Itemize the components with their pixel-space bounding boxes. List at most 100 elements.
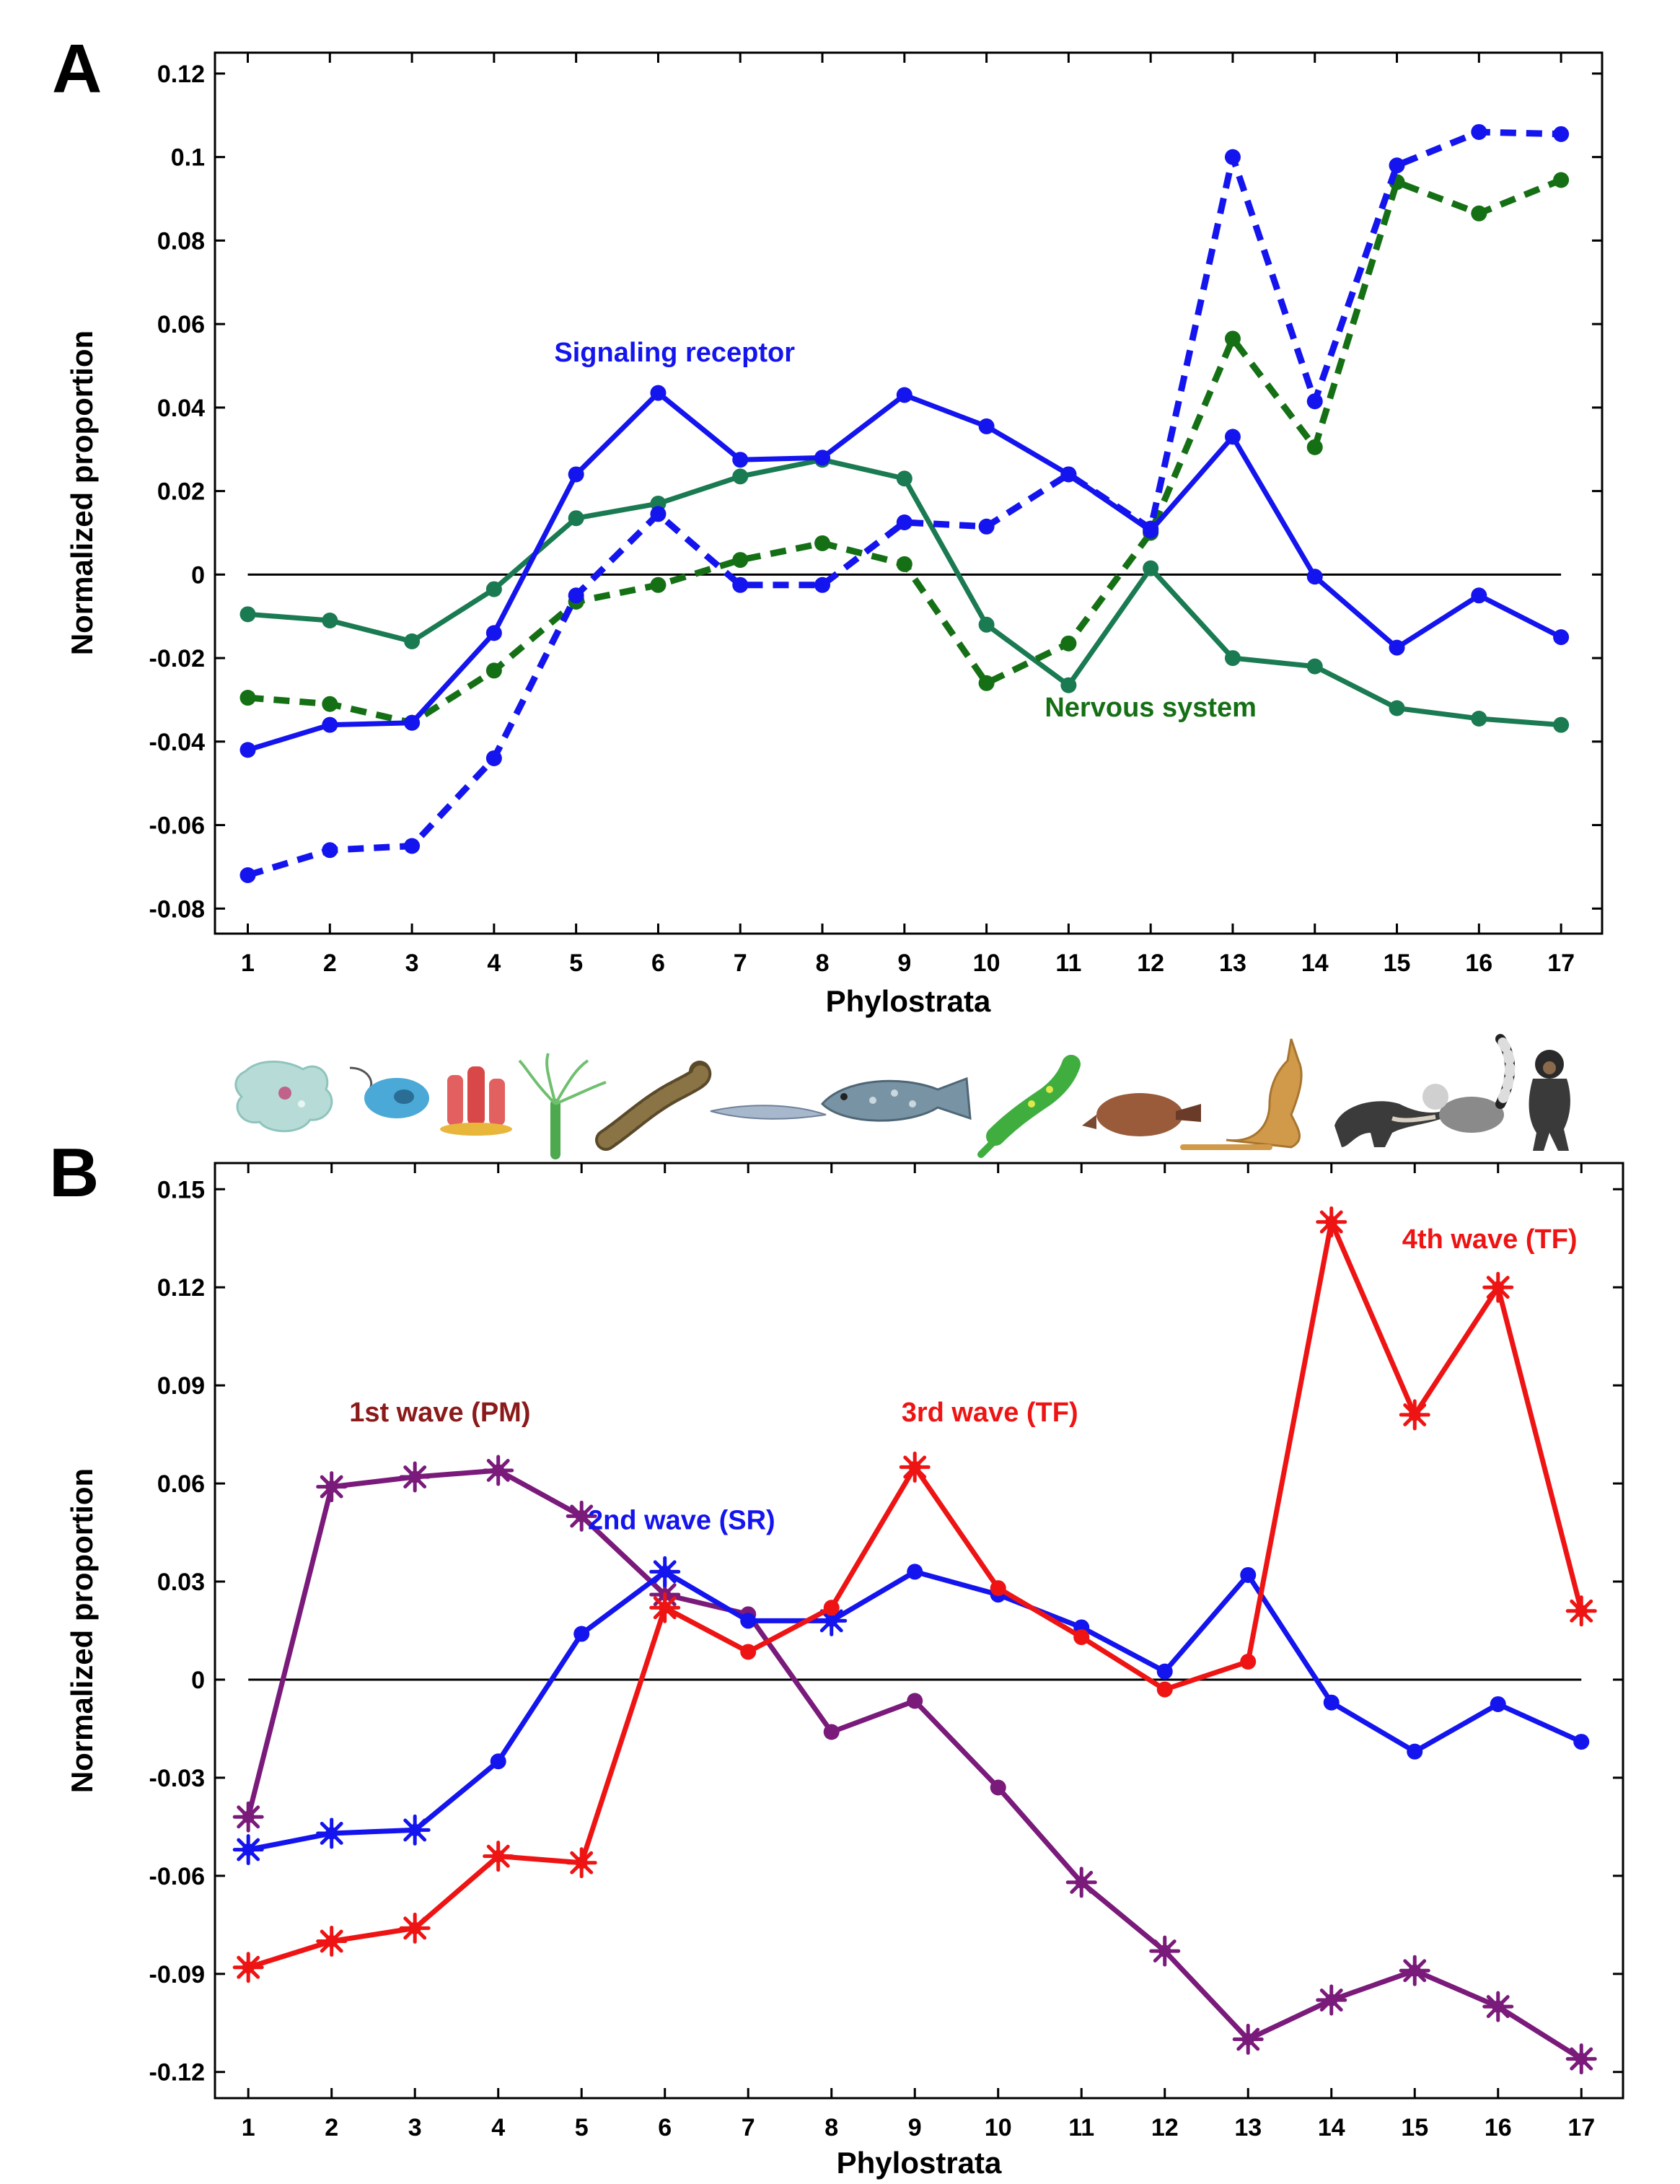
- panel-b-x-tick-label: 17: [1567, 2114, 1595, 2141]
- lemur-icon: [1422, 1034, 1516, 1133]
- panel-a-data-point: [1471, 587, 1487, 604]
- panel-a-data-point: [1389, 157, 1405, 174]
- panel-a-data-point: [1224, 429, 1241, 445]
- panel-a-x-axis-title: Phylostrata: [826, 984, 991, 1018]
- anteater-icon: [1334, 1101, 1443, 1147]
- panel-b-chart: -0.12 -0.09 -0.06 -0.03 0 0.03 0.06 0.09 0.12 0.1…: [65, 1162, 1624, 2180]
- panel-a-data-point: [1306, 569, 1323, 585]
- panel-b-y-tick-label: -0.03: [149, 1765, 206, 1792]
- panel-a-data-point: [485, 625, 502, 641]
- panel-b-data-point: [1316, 1206, 1347, 1238]
- panel-b-data-point: [1240, 1566, 1257, 1583]
- panel-a-x-tick-label: 1: [241, 950, 255, 977]
- panel-b-x-tick-label: 7: [742, 2114, 755, 2141]
- panel-b-data-point: [316, 1925, 348, 1957]
- panel-b-data-point: [1149, 1935, 1181, 1967]
- panel-a-data-point: [239, 606, 256, 623]
- panel-b-y-tick-label: -0.09: [149, 1961, 206, 1988]
- panel-b-series-1: [232, 1556, 1590, 1866]
- panel-b-data-point: [1323, 1694, 1340, 1711]
- panel-letter-a: A: [52, 30, 102, 108]
- panel-a-x-tick-label: 11: [1055, 950, 1081, 977]
- panel-a-y-tick-label: 0.06: [157, 311, 205, 338]
- coelacanth-icon: [820, 1076, 972, 1122]
- panel-a-data-point: [1224, 330, 1241, 347]
- panel-b-data-point: [823, 1600, 840, 1616]
- panel-a-data-point: [1306, 393, 1323, 410]
- panel-b-data-point: [316, 1471, 348, 1503]
- panel-a-data-point: [650, 576, 667, 593]
- panel-a-data-point: [1224, 650, 1241, 667]
- panel-b-data-point: [483, 1455, 514, 1486]
- panel-b-annotation: 4th wave (TF): [1402, 1224, 1578, 1255]
- panel-a-data-point: [1553, 126, 1570, 142]
- panel-a-data-point: [485, 581, 502, 597]
- panel-b-y-tick-label: 0.12: [157, 1274, 205, 1302]
- panel-b-data-point: [1573, 1734, 1590, 1750]
- panel-a-data-point: [1471, 123, 1487, 140]
- panel-a-y-tick-label: -0.06: [149, 812, 206, 840]
- panel-a-data-point: [239, 867, 256, 883]
- panel-b-x-tick-label: 14: [1318, 2114, 1345, 2141]
- panel-b-y-tick-label: 0.03: [157, 1569, 205, 1596]
- panel-b-annotation: 1st wave (PM): [349, 1398, 530, 1428]
- panel-a-data-point: [732, 552, 749, 569]
- panel-b-data-point: [899, 1451, 931, 1483]
- panel-a-data-point: [322, 716, 338, 733]
- panel-b-x-tick-label: 4: [491, 2114, 505, 2141]
- panel-a-x-tick-label: 15: [1384, 950, 1411, 977]
- panel-a-data-point: [239, 690, 256, 706]
- panel-a-data-point: [404, 838, 421, 854]
- panel-a-x-tick-label: 16: [1465, 950, 1492, 977]
- panel-a-x-tick-label: 5: [569, 950, 583, 977]
- panel-b-y-tick-label: 0.09: [157, 1372, 205, 1400]
- panel-b-series-line: [247, 1219, 1584, 1970]
- panel-b-y-axis-title: Normalized proportion: [65, 1468, 99, 1793]
- panel-a-data-point: [1553, 629, 1570, 646]
- panel-b-x-tick-label: 10: [985, 2114, 1012, 2141]
- panel-a-data-point: [1224, 149, 1241, 165]
- panel-b-series-line: [245, 1468, 1583, 2061]
- panel-a-data-point: [568, 466, 584, 483]
- panel-a-y-tick-label: 0.04: [157, 395, 205, 422]
- panel-a-chart: -0.08 -0.06 -0.04 -0.02 0 0.02 0.04 0.06 0.08 0.1…: [65, 51, 1604, 1018]
- panel-b-data-point: [907, 1564, 923, 1580]
- panel-a-data-point: [1306, 439, 1323, 455]
- panel-a-data-point: [404, 633, 421, 649]
- panel-b-data-point: [483, 1841, 514, 1872]
- panel-a-y-tick-label: 0.08: [157, 227, 205, 255]
- panel-b-data-point: [649, 1592, 681, 1623]
- panel-a-x-tick-label: 13: [1219, 950, 1246, 977]
- panel-a-data-point: [896, 514, 912, 531]
- kangaroo-icon: [1180, 1038, 1303, 1150]
- panel-b-annotation: 3rd wave (TF): [902, 1398, 1078, 1428]
- lancelet-icon: [710, 1105, 827, 1120]
- panel-b-data-point: [399, 1461, 431, 1493]
- panel-b-data-point: [1399, 1955, 1430, 1986]
- panel-a-series-3: [239, 123, 1570, 883]
- panel-a-data-point: [568, 587, 584, 604]
- panel-a-data-point: [896, 470, 912, 487]
- panel-b-x-tick-label: 12: [1151, 2114, 1179, 2141]
- lizard-icon: [977, 1055, 1081, 1158]
- panel-a-y-tick-label: 0: [191, 561, 205, 589]
- worm-icon: [595, 1061, 712, 1151]
- panel-a-y-tick-label: 0.1: [171, 144, 205, 172]
- panel-b-data-point: [823, 1724, 840, 1740]
- panel-a-data-point: [978, 518, 995, 535]
- panel-a-y-tick-label: -0.04: [149, 729, 206, 756]
- panel-b-data-point: [399, 1912, 431, 1944]
- panel-a-data-point: [1389, 639, 1405, 656]
- panel-b-plot-frame: [214, 1162, 1624, 2100]
- panel-b-data-point: [1482, 1271, 1514, 1303]
- panel-a-data-point: [978, 616, 995, 633]
- panel-a-data-point: [1471, 710, 1487, 727]
- panel-b-data-point: [990, 1779, 1006, 1796]
- panel-b-data-point: [1490, 1696, 1506, 1712]
- panel-letter-b: B: [49, 1134, 99, 1211]
- panel-b-data-point: [566, 1847, 597, 1879]
- panel-a-data-point: [322, 696, 338, 712]
- panel-a-data-point: [1553, 172, 1570, 188]
- panel-a-data-point: [404, 714, 421, 731]
- panel-a-data-point: [485, 662, 502, 679]
